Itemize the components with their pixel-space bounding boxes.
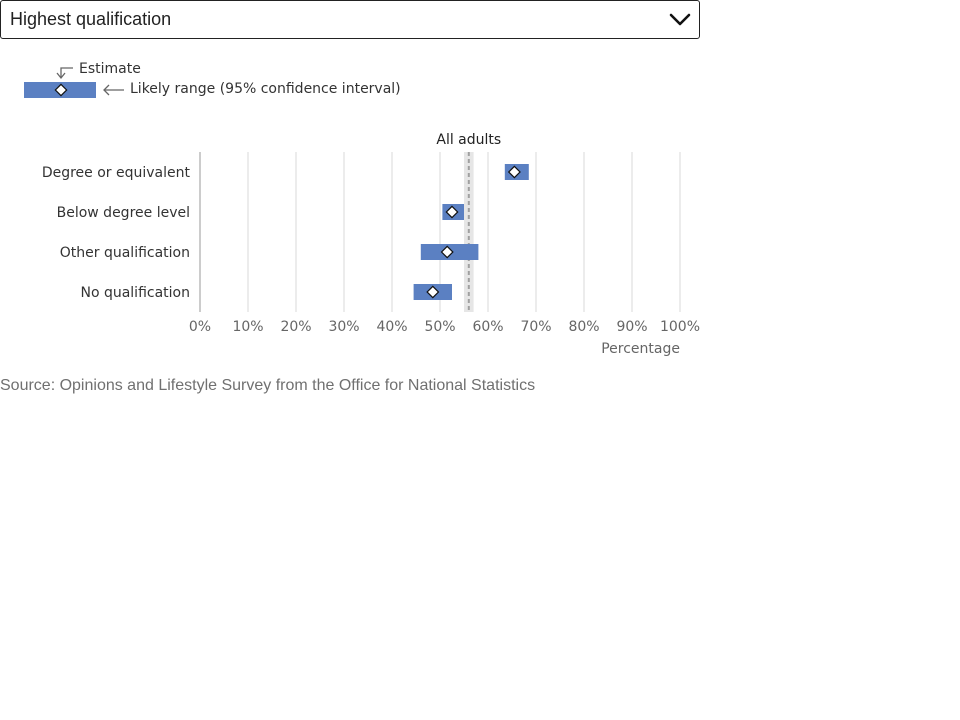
x-tick-label: 30% xyxy=(328,319,359,335)
qualification-chart: All adults Degree or equivalent Below degr… xyxy=(42,132,700,356)
x-tick-label: 70% xyxy=(520,319,551,335)
estimate-marker xyxy=(507,165,521,179)
legend-estimate-label: Estimate xyxy=(79,61,141,77)
legend-range-label: Likely range (95% confidence interval) xyxy=(130,81,401,97)
category-label: Other qualification xyxy=(60,245,190,261)
x-tick-label: 20% xyxy=(280,319,311,335)
x-tick-label: 50% xyxy=(424,319,455,335)
qualification-dropdown[interactable]: Highest qualification xyxy=(0,0,700,39)
category-label: No qualification xyxy=(80,285,190,301)
x-tick-label: 100% xyxy=(660,319,700,335)
estimate-marker xyxy=(426,285,440,299)
reference-label: All adults xyxy=(436,132,501,148)
estimate-marker xyxy=(440,245,454,259)
source-note: Source: Opinions and Lifestyle Survey fr… xyxy=(0,377,536,394)
x-tick-label: 10% xyxy=(232,319,263,335)
x-tick-label: 60% xyxy=(472,319,503,335)
estimate-arrow-icon xyxy=(60,67,73,77)
x-tick-label: 0% xyxy=(189,319,211,335)
x-tick-label: 40% xyxy=(376,319,407,335)
category-label: Degree or equivalent xyxy=(42,165,191,181)
x-axis-label: Percentage xyxy=(601,341,680,356)
legend-estimate-marker xyxy=(54,83,68,97)
chart-legend: Estimate Likely range (95% confidence in… xyxy=(0,56,700,106)
x-tick-label: 80% xyxy=(568,319,599,335)
dropdown-selected-value: Highest qualification xyxy=(10,9,172,29)
legend-graphics xyxy=(24,67,124,98)
category-label: Below degree level xyxy=(57,205,190,221)
chevron-down-icon xyxy=(669,13,691,26)
x-tick-label: 90% xyxy=(616,319,647,335)
estimate-marker xyxy=(445,205,459,219)
